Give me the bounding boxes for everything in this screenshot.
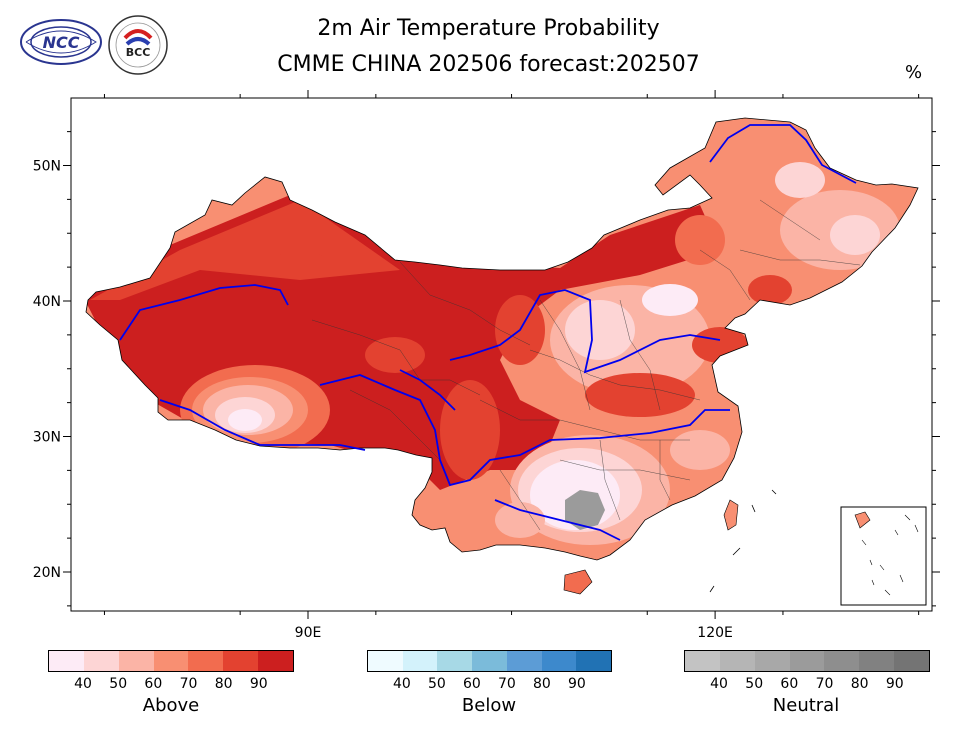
colorbar-neutral-segment (685, 651, 720, 671)
lon-tick-label: 120E (697, 625, 733, 641)
colorbar-below-segment (506, 651, 542, 671)
colorbar-neutral-segment (719, 651, 755, 671)
bcc-logo: BCC (107, 14, 169, 80)
colorbar-neutral-segment (789, 651, 825, 671)
colorbar-below-segment (368, 651, 403, 671)
legend-label-below: Below (461, 695, 517, 716)
colorbar-below-tick-label: 90 (568, 676, 586, 692)
hainan-island (563, 569, 593, 595)
colorbar-above-tick-label: 90 (249, 676, 268, 692)
colorbar-above-tick-label: 60 (144, 676, 163, 692)
colorbar-below-tick-label: 40 (393, 676, 411, 692)
colorbar-below-segment (472, 651, 507, 671)
colorbar-below-segment (402, 651, 438, 671)
colorbar-above-segment (153, 651, 189, 671)
colorbar-above-segment (223, 651, 259, 671)
colorbar-above-tick-label: 40 (74, 676, 92, 692)
map-subtitle: CMME CHINA 202506 forecast:202507 (277, 52, 700, 77)
lat-tick-label: 50N (33, 159, 61, 175)
colorbar-above-segment (49, 651, 84, 671)
colorbar-above-segment (258, 651, 294, 671)
colorbar-below-segment (541, 651, 577, 671)
legend-label-above: Above (142, 695, 200, 716)
colorbar-neutral-tick-label: 60 (780, 676, 799, 692)
unit-label: % (905, 62, 923, 83)
lat-tick-label: 40N (33, 294, 61, 310)
colorbar-above-segment (118, 651, 154, 671)
colorbar-neutral-tick-label: 40 (710, 676, 728, 692)
lat-tick-label: 30N (33, 430, 61, 446)
colorbar-above-tick-label: 80 (214, 676, 233, 692)
svg-text:BCC: BCC (126, 46, 151, 59)
colorbar-above (48, 650, 294, 672)
colorbar-neutral-segment (859, 651, 895, 671)
lon-tick-label: 90E (295, 625, 322, 641)
colorbar-below (367, 650, 612, 672)
colorbar-above-tick-label: 70 (179, 676, 198, 692)
colorbar-below-tick-label: 50 (428, 676, 446, 692)
colorbar-neutral-tick-label: 90 (885, 676, 904, 692)
colorbar-neutral-segment (894, 651, 930, 671)
colorbar-below-tick-label: 70 (498, 676, 516, 692)
legend-label-neutral: Neutral (772, 695, 840, 716)
colorbar-below-tick-label: 80 (533, 676, 551, 692)
svg-text:NCC: NCC (43, 33, 80, 52)
colorbar-above-segment (83, 651, 119, 671)
colorbar-neutral-tick-label: 80 (850, 676, 869, 692)
taiwan-island (723, 499, 739, 531)
colorbar-neutral-segment (824, 651, 860, 671)
colorbar-above-segment (188, 651, 224, 671)
colorbar-below-segment (437, 651, 473, 671)
colorbar-neutral (684, 650, 930, 672)
lat-tick-label: 20N (33, 565, 61, 581)
ncc-logo: NCC (18, 16, 104, 72)
colorbar-neutral-tick-label: 70 (815, 676, 834, 692)
colorbar-above-tick-label: 50 (109, 676, 128, 692)
colorbar-neutral-tick-label: 50 (745, 676, 764, 692)
map-title: 2m Air Temperature Probability (317, 16, 660, 41)
colorbar-below-segment (576, 651, 612, 671)
south-china-sea-inset (840, 506, 927, 606)
colorbar-neutral-segment (754, 651, 790, 671)
colorbar-below-tick-label: 60 (463, 676, 481, 692)
